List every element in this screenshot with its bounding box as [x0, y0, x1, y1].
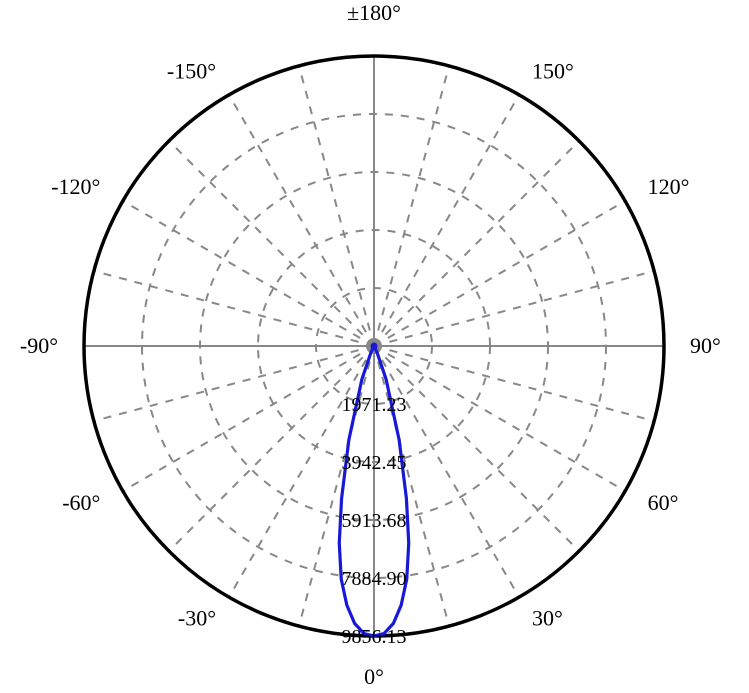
ring-label: 7884.90 [342, 568, 407, 590]
angle-label: 60° [648, 490, 679, 515]
angle-label: -30° [178, 606, 216, 631]
grid-spoke [94, 346, 374, 421]
ring-label: 3942.45 [342, 452, 407, 474]
angle-label: 150° [532, 58, 574, 83]
grid-spoke [374, 66, 449, 346]
series-origin-dot [371, 343, 378, 350]
grid-spoke [374, 346, 625, 491]
angle-label: 90° [690, 333, 721, 358]
grid-spoke [169, 141, 374, 346]
angle-label: -150° [167, 58, 216, 83]
grid-spoke [374, 201, 625, 346]
angle-label: 30° [532, 606, 563, 631]
grid-spoke [229, 95, 374, 346]
grid-spoke [374, 141, 579, 346]
angle-label: -90° [20, 333, 58, 358]
angle-label: 120° [648, 174, 690, 199]
angle-label: -120° [51, 174, 100, 199]
grid-spoke [299, 66, 374, 346]
ring-label: 9856.13 [342, 626, 407, 648]
angle-label: -60° [62, 490, 100, 515]
grid-spoke [374, 346, 654, 421]
grid-spoke [374, 271, 654, 346]
angle-label: ±180° [347, 0, 401, 25]
polar-chart: 1971.23 3942.45 5913.68 7884.90 9856.13 0° 30… [0, 0, 749, 693]
ring-label: 1971.23 [342, 394, 407, 416]
angle-label: 0° [364, 664, 384, 689]
ring-label: 5913.68 [342, 510, 407, 532]
grid-spoke [374, 95, 519, 346]
grid-spoke [123, 346, 374, 491]
grid-spoke [123, 201, 374, 346]
grid-spoke [94, 271, 374, 346]
